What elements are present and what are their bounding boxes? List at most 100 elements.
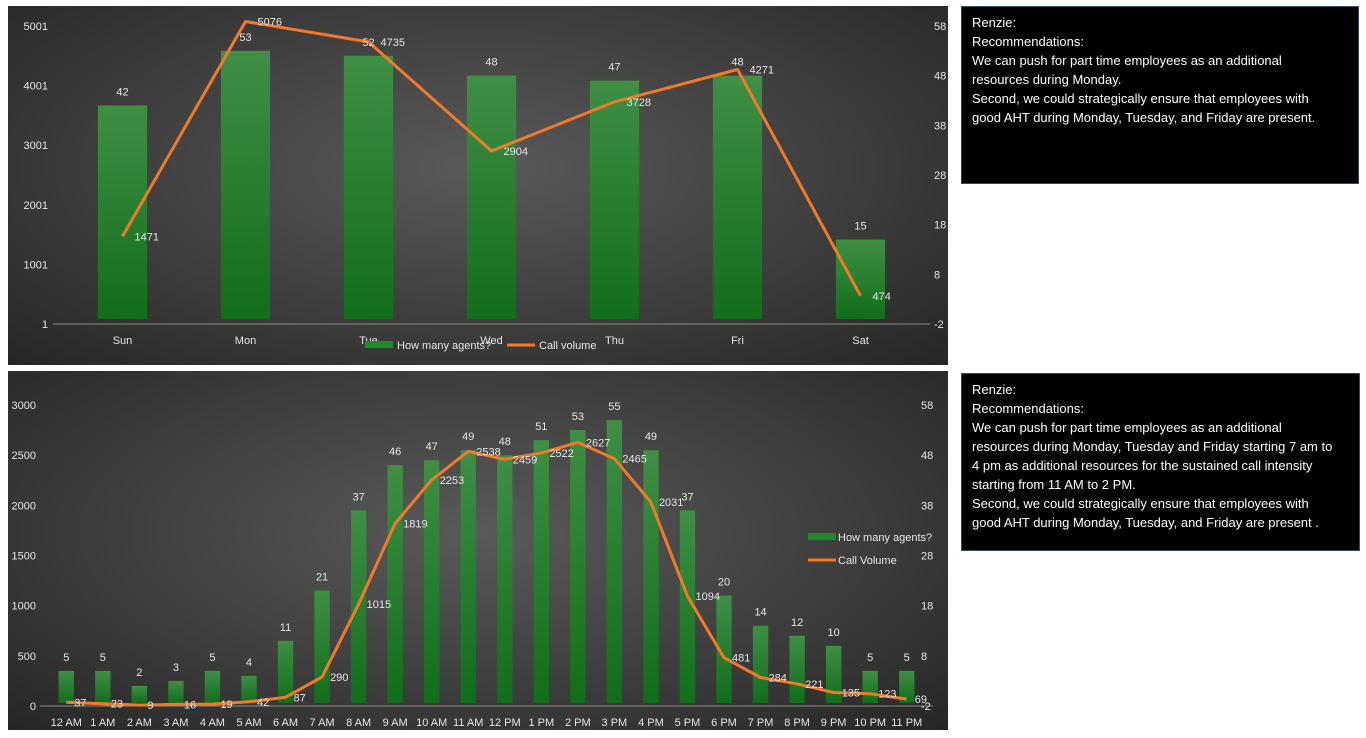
y-left-tick-label: 4001 [24, 81, 48, 93]
y-right-tick-label: 18 [934, 220, 946, 232]
note-line: 4 pm as additional resources for the sus… [972, 458, 1313, 473]
bar-agents [789, 635, 805, 703]
x-category-label: 6 AM [273, 717, 298, 729]
line-data-label: 1094 [695, 591, 719, 603]
x-category-label: 12 AM [51, 717, 82, 729]
bar-data-label: 10 [828, 627, 840, 639]
line-data-label: 2253 [440, 475, 464, 487]
bar-agents [241, 675, 257, 703]
x-category-label: 3 AM [163, 717, 188, 729]
x-category-label: 7 AM [310, 717, 335, 729]
bar-agents [460, 450, 476, 703]
bar-agents [589, 80, 640, 320]
note-author: Renzie: [972, 382, 1017, 397]
y-right-tick-label: -2 [921, 701, 931, 713]
bar-data-label: 53 [239, 32, 251, 44]
bar-data-label: 3 [173, 662, 179, 674]
y-left-tick-label: 2500 [12, 450, 36, 462]
y-right-tick-label: 8 [934, 269, 940, 281]
bar-agents [533, 440, 549, 703]
x-category-label: 10 PM [854, 717, 886, 729]
line-data-label: 42 [257, 697, 269, 709]
bar-agents [825, 645, 842, 703]
line-data-label: 221 [805, 679, 823, 691]
x-category-label: 5 AM [236, 717, 261, 729]
y-left-tick-label: 5001 [24, 21, 48, 33]
call-volume-line [121, 20, 862, 297]
bar-agents [862, 670, 878, 703]
bar-agents [712, 75, 763, 320]
x-category-label: 1 AM [90, 717, 115, 729]
bar-agents [277, 640, 294, 703]
line-data-label: 9 [147, 700, 153, 712]
line-data-label: 2627 [586, 437, 610, 449]
bar-agents [95, 670, 111, 703]
y-left-tick-label: 2001 [24, 200, 48, 212]
line-data-label: 481 [732, 653, 750, 665]
bar-data-label: 5 [63, 652, 69, 664]
note-line: resources during Monday. [972, 72, 1122, 87]
bar-agents [220, 50, 271, 320]
bar-data-label: 55 [608, 401, 620, 413]
bar-agents [606, 420, 623, 703]
y-left-tick-label: 0 [30, 701, 36, 713]
bar-data-label: 11 [280, 622, 291, 634]
x-category-label: 1 PM [528, 717, 554, 729]
x-category-label: 8 PM [784, 717, 810, 729]
y-right-tick-label: 58 [921, 400, 933, 412]
bar-agents [497, 455, 513, 703]
y-right-tick-label: 28 [934, 170, 946, 182]
y-right-tick-label: 18 [921, 601, 933, 613]
bar-data-label: 47 [426, 441, 438, 453]
bar-agents [752, 625, 769, 703]
note-line: good AHT during Monday, Tuesday, and Fri… [972, 110, 1316, 125]
line-data-label: 284 [769, 673, 787, 685]
x-category-label: Thu [605, 335, 624, 347]
bar-agents [131, 685, 148, 703]
bar-data-label: 48 [731, 57, 743, 69]
bar-data-label: 20 [718, 577, 730, 589]
bar-data-label: 53 [572, 411, 584, 423]
y-right-tick-label: 58 [934, 21, 946, 33]
line-data-label: 123 [878, 689, 896, 701]
x-category-label: 2 AM [127, 717, 152, 729]
x-category-label: 4 AM [200, 717, 225, 729]
y-left-tick-label: 1500 [12, 551, 36, 563]
note-line: resources during Monday, Tuesday and Fri… [972, 439, 1333, 454]
y-right-tick-label: 48 [934, 71, 946, 83]
line-data-label: 3728 [627, 97, 651, 109]
y-left-tick-label: 1 [42, 319, 48, 331]
line-data-label: 2031 [659, 497, 683, 509]
bar-agents [679, 510, 696, 703]
y-right-tick-label: 48 [921, 450, 933, 462]
line-data-label: 23 [111, 699, 123, 711]
legend-label-agents: How many agents? [397, 340, 491, 352]
x-category-label: 7 PM [748, 717, 774, 729]
note-line: starting from 11 AM to 2 PM. [972, 477, 1136, 492]
note-line: good AHT during Monday, Tuesday, and Fri… [972, 515, 1319, 530]
bar-agents [643, 450, 659, 703]
bar-agents [899, 670, 915, 703]
x-category-label: 11 PM [891, 717, 922, 729]
line-data-label: 2522 [549, 448, 573, 460]
line-data-label: 474 [873, 291, 891, 303]
recommendation-note-weekday: Renzie: Recommendations: We can push for… [961, 6, 1359, 184]
bar-agents [204, 670, 221, 703]
x-category-label: 4 PM [638, 717, 664, 729]
bar-data-label: 2 [136, 667, 142, 679]
line-data-label: 135 [842, 687, 860, 699]
bar-data-label: 47 [608, 62, 620, 74]
bar-agents [168, 680, 184, 703]
line-data-label: 4271 [750, 65, 774, 77]
y-right-tick-label: 28 [921, 551, 933, 563]
note-author: Renzie: [972, 15, 1017, 30]
y-left-tick-label: 500 [18, 651, 36, 663]
bar-agents [466, 75, 517, 320]
line-data-label: 290 [330, 672, 348, 684]
line-data-label: 69 [915, 694, 927, 706]
bar-data-label: 46 [389, 446, 401, 458]
x-category-label: 5 PM [675, 717, 701, 729]
x-category-label: Mon [235, 335, 256, 347]
bar-data-label: 5 [867, 652, 873, 664]
